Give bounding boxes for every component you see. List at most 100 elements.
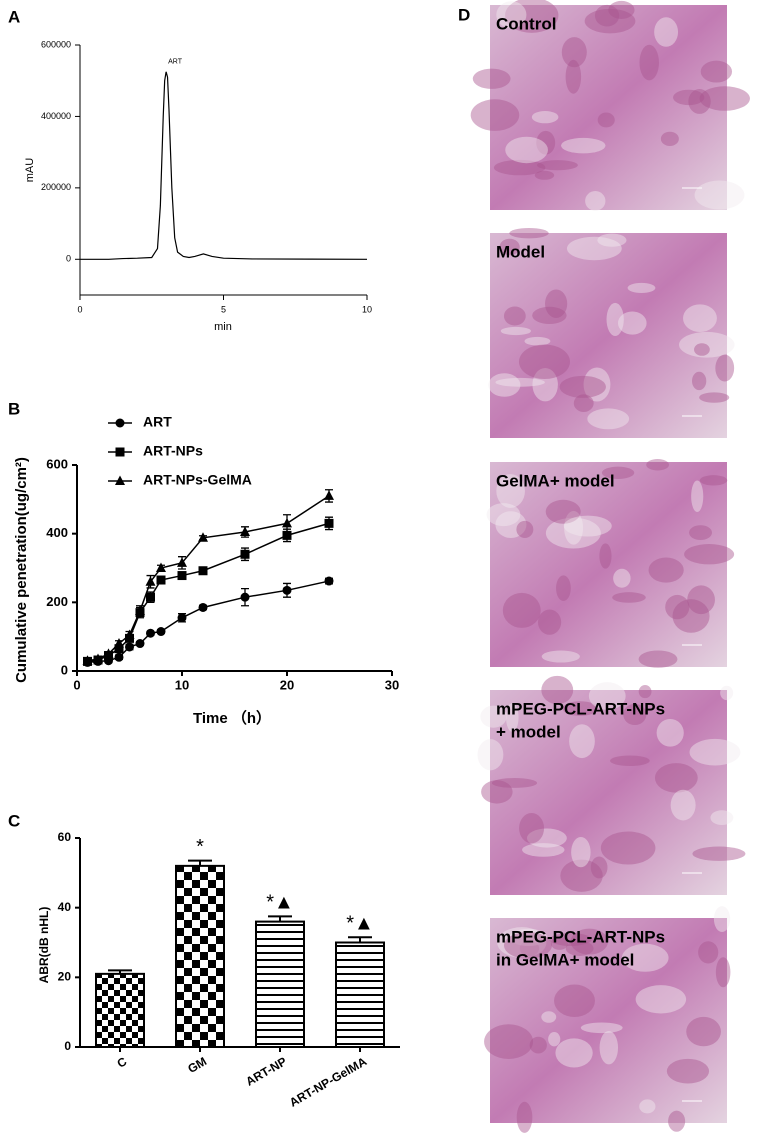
marker bbox=[240, 526, 250, 536]
significance-label: *▲ bbox=[346, 913, 374, 935]
x-tick-label: 0 bbox=[73, 677, 80, 692]
tissue-texture bbox=[668, 1110, 686, 1132]
tissue-texture bbox=[700, 60, 733, 83]
data-line bbox=[80, 71, 368, 260]
marker bbox=[135, 639, 145, 649]
tissue-texture bbox=[686, 1016, 721, 1047]
tissue-texture bbox=[599, 543, 612, 569]
tissue-texture bbox=[484, 1024, 534, 1059]
significance-label: * bbox=[196, 836, 204, 858]
tissue-texture bbox=[699, 392, 730, 403]
tissue-texture bbox=[691, 480, 704, 513]
tissue-texture bbox=[617, 311, 647, 335]
tissue-texture bbox=[688, 89, 711, 114]
legend-label: ART-NPs-GelMA bbox=[143, 472, 252, 488]
y-tick-label: 40 bbox=[58, 900, 72, 914]
tissue-texture bbox=[583, 367, 611, 402]
marker bbox=[282, 585, 292, 595]
marker bbox=[324, 490, 334, 500]
marker bbox=[156, 627, 166, 637]
tissue-texture bbox=[623, 703, 647, 726]
image-label: mPEG-PCL-ART-NPs bbox=[496, 699, 665, 718]
tissue-texture bbox=[585, 191, 606, 211]
tissue-texture bbox=[565, 940, 594, 956]
y-tick-label: 400000 bbox=[41, 111, 71, 121]
marker bbox=[156, 575, 166, 585]
tissue-texture bbox=[570, 928, 609, 955]
x-axis-title: min bbox=[214, 321, 232, 333]
annotation: ART bbox=[168, 59, 183, 66]
x-tick-label: 10 bbox=[362, 304, 372, 314]
tissue-texture bbox=[656, 718, 684, 747]
tissue-texture bbox=[563, 515, 612, 537]
bar bbox=[255, 920, 305, 1048]
y-tick-label: 400 bbox=[46, 525, 68, 540]
tissue-texture bbox=[541, 650, 580, 663]
tissue-texture bbox=[638, 650, 678, 668]
tissue-texture bbox=[554, 984, 595, 1018]
tissue-texture bbox=[687, 585, 715, 615]
y-tick-label: 0 bbox=[61, 662, 68, 677]
tissue-texture bbox=[710, 810, 734, 826]
tissue-texture bbox=[715, 354, 735, 382]
tissue-texture bbox=[470, 99, 520, 131]
x-tick-label: C bbox=[115, 1054, 130, 1071]
error-bar bbox=[108, 969, 132, 974]
tissue-texture bbox=[691, 371, 707, 391]
tissue-texture bbox=[545, 289, 568, 318]
marker bbox=[177, 557, 187, 567]
tissue-texture bbox=[481, 780, 513, 804]
marker bbox=[146, 628, 155, 638]
legend-marker bbox=[115, 418, 125, 428]
tissue-texture bbox=[673, 89, 705, 106]
marker bbox=[135, 605, 145, 615]
tissue-texture bbox=[541, 1011, 557, 1023]
tissue-texture bbox=[537, 609, 562, 635]
x-tick-label: GM bbox=[185, 1054, 209, 1076]
tissue-texture bbox=[699, 86, 750, 111]
histology-image bbox=[490, 233, 727, 438]
tissue-texture bbox=[689, 738, 741, 766]
marker bbox=[198, 532, 208, 542]
x-tick-label: 10 bbox=[175, 677, 189, 692]
tissue-texture bbox=[584, 8, 636, 34]
tissue-texture bbox=[694, 343, 710, 356]
marker bbox=[198, 602, 208, 612]
tissue-texture bbox=[694, 180, 745, 210]
tissue-texture bbox=[654, 17, 679, 47]
x-tick-label: ART-NP bbox=[243, 1054, 289, 1088]
image-label: Control bbox=[496, 14, 556, 33]
tissue-texture bbox=[529, 1036, 547, 1054]
data-line bbox=[87, 495, 330, 662]
x-tick-label: 5 bbox=[221, 304, 226, 314]
tissue-texture bbox=[503, 932, 552, 959]
tissue-texture bbox=[715, 957, 731, 988]
image-label: + model bbox=[496, 722, 561, 741]
tissue-texture bbox=[613, 568, 631, 588]
tissue-texture bbox=[541, 675, 574, 705]
y-tick-label: 600 bbox=[46, 456, 68, 471]
marker bbox=[324, 518, 334, 528]
tissue-texture bbox=[549, 933, 592, 946]
tissue-texture bbox=[519, 940, 540, 957]
x-tick-label: 0 bbox=[77, 304, 82, 314]
y-tick-label: 200000 bbox=[41, 182, 71, 192]
tissue-texture bbox=[713, 906, 731, 932]
y-tick-label: 200 bbox=[46, 594, 68, 609]
x-axis-title: Time （h） bbox=[193, 709, 271, 727]
tissue-texture bbox=[505, 0, 559, 33]
tissue-texture bbox=[493, 159, 546, 176]
tissue-texture bbox=[683, 304, 717, 333]
bar bbox=[335, 941, 385, 1048]
tissue-texture bbox=[556, 575, 571, 602]
tissue-texture bbox=[608, 0, 635, 19]
tissue-texture bbox=[560, 859, 603, 892]
tissue-texture bbox=[559, 375, 606, 398]
tissue-texture bbox=[500, 326, 531, 336]
tissue-texture bbox=[472, 68, 511, 89]
tissue-texture bbox=[597, 233, 627, 247]
marker bbox=[114, 644, 124, 654]
tissue-texture bbox=[496, 1, 527, 29]
legend-label: ART-NPs bbox=[143, 443, 203, 459]
